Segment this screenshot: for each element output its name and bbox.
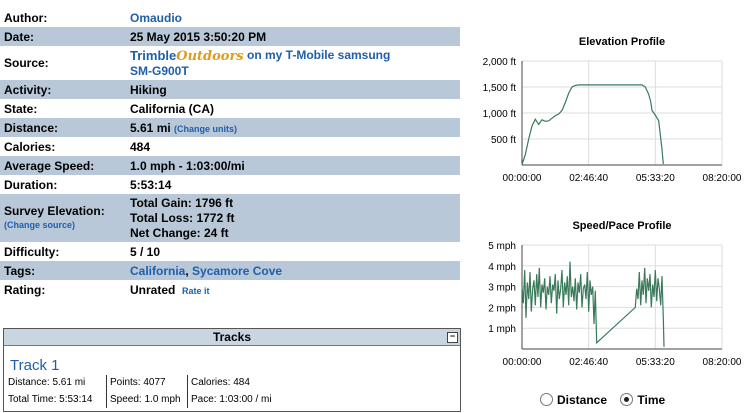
- tracks-title: Tracks: [212, 330, 252, 344]
- difficulty-value: 5 / 10: [130, 244, 161, 259]
- tags-label: Tags:: [0, 261, 126, 280]
- duration-value: 5:53:14: [130, 177, 172, 192]
- x-tick-label: 08:20:00: [703, 357, 742, 368]
- survey-label-text: Survey Elevation:: [4, 203, 105, 218]
- track-calories: Calories: 484: [191, 377, 250, 388]
- difficulty-label: Difficulty:: [4, 244, 60, 259]
- rating-label: Rating:: [4, 282, 46, 297]
- y-tick-label: 1,500 ft: [483, 83, 517, 94]
- source-label: Source:: [4, 56, 49, 70]
- tag-california[interactable]: California: [130, 263, 186, 278]
- calories-label: Calories:: [4, 139, 56, 154]
- state-value: California (CA): [130, 101, 214, 116]
- stat-divider: [106, 375, 107, 408]
- y-tick-label: 1 mph: [488, 324, 516, 335]
- track-points: Points: 4077: [110, 377, 166, 388]
- x-tick-label: 08:20:00: [703, 173, 742, 184]
- state-label: State:: [4, 101, 38, 116]
- profile-axis-selector: Distance Time: [540, 393, 665, 407]
- trimble-outdoors-logo[interactable]: TrimbleOutdoors: [130, 47, 244, 64]
- y-tick-label: 1,000 ft: [483, 109, 517, 120]
- activity-value: Hiking: [126, 80, 460, 99]
- total-gain: Total Gain: 1796 ft: [130, 195, 234, 210]
- x-tick-label: 00:00:00: [503, 357, 542, 368]
- net-change: Net Change: 24 ft: [130, 225, 229, 240]
- date-label: Date:: [0, 27, 126, 46]
- total-loss: Total Loss: 1772 ft: [130, 210, 235, 225]
- chart-title: Elevation Profile: [579, 36, 665, 48]
- y-tick-label: 2 mph: [488, 303, 516, 314]
- x-tick-label: 02:46:40: [569, 173, 608, 184]
- tag-sycamore-cove[interactable]: Sycamore Cove: [192, 263, 283, 278]
- tracks-header: Tracks −: [4, 329, 460, 346]
- distance-value: 5.61 mi: [130, 120, 171, 135]
- distance-cell: 5.61 mi (Change units): [126, 118, 460, 137]
- track-total-time: Total Time: 5:53:14: [8, 394, 93, 405]
- avg-speed-value: 1.0 mph - 1:03:00/mi: [126, 156, 460, 175]
- y-tick-label: 4 mph: [488, 262, 516, 273]
- elevation-chart: Elevation Profile 2,000 ft 1,500 ft 1,000 f…: [483, 36, 742, 184]
- device-line2: SM-G900T: [130, 63, 189, 78]
- distance-radio-icon[interactable]: [540, 393, 553, 406]
- rating-cell: Unrated Rate it: [126, 280, 460, 299]
- y-tick-label: 2,000 ft: [483, 57, 517, 68]
- tracks-panel: Tracks − Track 1 Distance: 5.61 mi Point…: [3, 328, 461, 412]
- time-radio-icon[interactable]: [620, 393, 634, 406]
- track-pace: Pace: 1:03:00 / mi: [191, 394, 272, 405]
- activity-info-table: Author: Omaudio Date: 25 May 2015 3:50:20 …: [0, 8, 460, 299]
- x-tick-label: 05:33:20: [636, 357, 675, 368]
- y-tick-label: 500 ft: [491, 135, 516, 146]
- rate-it-link[interactable]: Rate it: [182, 285, 210, 296]
- time-radio-label: Time: [637, 393, 666, 407]
- y-tick-label: 5 mph: [488, 241, 516, 252]
- distance-label: Distance:: [0, 118, 126, 137]
- x-tick-label: 00:00:00: [503, 173, 542, 184]
- distance-radio[interactable]: Distance: [540, 393, 607, 407]
- speed-pace-chart: Speed/Pace Profile 5 mph 4 mph 3 mph 2 mph 1 …: [488, 220, 742, 368]
- rating-value: Unrated: [130, 282, 176, 297]
- change-units-link[interactable]: (Change units): [174, 123, 238, 134]
- y-tick-label: 3 mph: [488, 283, 516, 294]
- x-tick-label: 05:33:20: [636, 173, 675, 184]
- x-tick-label: 02:46:40: [569, 357, 608, 368]
- tag-separator: ,: [185, 263, 193, 278]
- time-radio[interactable]: Time: [620, 393, 665, 407]
- date-value: 25 May 2015 3:50:20 PM: [126, 27, 460, 46]
- trimble-logo-text: Trimble: [130, 47, 177, 63]
- track-speed: Speed: 1.0 mph: [110, 394, 181, 405]
- calories-value: 484: [130, 139, 151, 154]
- survey-values: Total Gain: 1796 ft Total Loss: 1772 ft Ne…: [126, 194, 460, 242]
- stat-divider: [187, 375, 188, 408]
- source-value: TrimbleOutdoors on my T-Mobile samsung SM…: [126, 46, 460, 80]
- avg-speed-label: Average Speed:: [0, 156, 126, 175]
- activity-label: Activity:: [0, 80, 126, 99]
- outdoors-logo-text: Outdoors: [176, 48, 244, 64]
- chart-title: Speed/Pace Profile: [572, 220, 671, 232]
- device-link[interactable]: on my T-Mobile samsung SM-G900T: [130, 48, 390, 77]
- track-distance: Distance: 5.61 mi: [8, 377, 86, 388]
- series-line: [521, 84, 664, 165]
- change-source-link[interactable]: (Change source): [4, 219, 76, 230]
- author-link[interactable]: Omaudio: [130, 10, 183, 25]
- duration-label: Duration:: [4, 177, 58, 192]
- distance-radio-label: Distance: [557, 393, 608, 407]
- track-1-link[interactable]: Track 1: [10, 357, 60, 374]
- collapse-icon[interactable]: −: [447, 332, 458, 343]
- author-label: Author:: [4, 10, 48, 25]
- device-line1: on my T-Mobile samsung: [246, 48, 391, 63]
- tags-value: California, Sycamore Cove: [126, 261, 460, 280]
- survey-elevation-label: Survey Elevation: (Change source): [0, 194, 126, 242]
- series-line: [521, 261, 665, 347]
